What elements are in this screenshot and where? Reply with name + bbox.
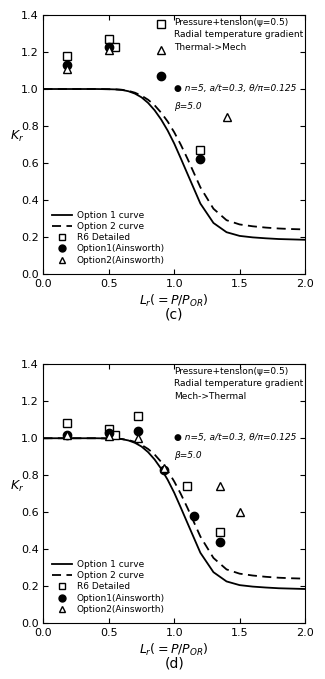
Text: β=5.0: β=5.0 bbox=[174, 102, 202, 111]
X-axis label: $L_r(=P/P_{OR})$: $L_r(=P/P_{OR})$ bbox=[139, 642, 209, 658]
Text: ● n=5, a/t=0.3, θ/π=0.125: ● n=5, a/t=0.3, θ/π=0.125 bbox=[174, 433, 297, 442]
Text: (c): (c) bbox=[165, 308, 184, 321]
X-axis label: $L_r(=P/P_{OR})$: $L_r(=P/P_{OR})$ bbox=[139, 293, 209, 309]
Text: Pressure+tension(ψ=0.5)
Radial temperature gradient
Thermal->Mech: Pressure+tension(ψ=0.5) Radial temperatu… bbox=[174, 18, 304, 52]
Text: Pressure+tension(ψ=0.5)
Radial temperature gradient
Mech->Thermal: Pressure+tension(ψ=0.5) Radial temperatu… bbox=[174, 367, 304, 401]
Text: (d): (d) bbox=[164, 657, 184, 671]
Text: ● n=5, a/t=0.3, θ/π=0.125: ● n=5, a/t=0.3, θ/π=0.125 bbox=[174, 84, 297, 92]
Y-axis label: $K_r$: $K_r$ bbox=[10, 129, 24, 145]
Y-axis label: $K_r$: $K_r$ bbox=[10, 479, 24, 494]
Legend: Option 1 curve, Option 2 curve, R6 Detailed, Option1(Ainsworth), Option2(Ainswor: Option 1 curve, Option 2 curve, R6 Detai… bbox=[51, 558, 167, 616]
Legend: Option 1 curve, Option 2 curve, R6 Detailed, Option1(Ainsworth), Option2(Ainswor: Option 1 curve, Option 2 curve, R6 Detai… bbox=[51, 209, 167, 267]
Text: β=5.0: β=5.0 bbox=[174, 451, 202, 460]
